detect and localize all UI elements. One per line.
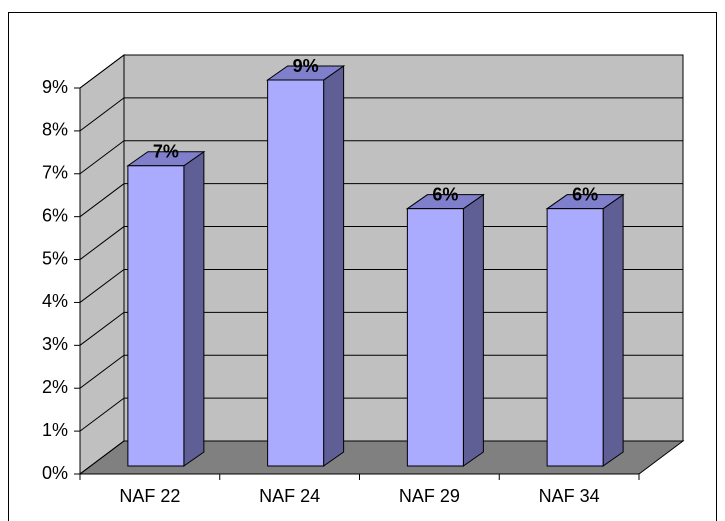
value-label: 7% [153,142,179,162]
value-label: 6% [572,184,598,204]
bar [406,208,464,467]
bar [546,208,604,467]
grid-line [79,97,683,132]
x-tick-label: NAF 29 [399,486,460,506]
value-label: 6% [432,184,458,204]
grid-line [79,226,683,260]
grid-line [79,183,683,218]
bar-side [323,65,345,467]
x-tick-label: NAF 34 [539,486,600,506]
chart-frame [8,12,717,521]
grid-line [79,397,683,432]
y-tick-label: 1% [42,420,68,440]
grid-line [79,440,683,475]
grid-line [79,268,683,303]
y-tick-label: 2% [42,377,68,397]
bar-side [462,193,484,467]
bar-side [183,150,205,467]
y-tick-label: 9% [42,77,68,97]
y-tick-label: 4% [42,291,68,311]
bar [267,79,325,467]
bar [127,165,185,467]
x-tick-label: NAF 24 [259,486,320,506]
y-tick-label: 0% [42,463,68,483]
y-tick-label: 3% [42,334,68,354]
y-tick-label: 8% [42,120,68,140]
bar-side [602,193,624,467]
grid-line [79,140,683,175]
y-tick-label: 7% [42,163,68,183]
grid-line [79,54,683,89]
y-tick-label: 5% [42,248,68,268]
value-label: 9% [293,56,319,76]
y-tick-label: 6% [42,205,68,225]
side-wall [79,54,125,475]
grid-line [79,354,683,389]
grid-line [79,311,683,346]
x-tick-label: NAF 22 [119,486,180,506]
